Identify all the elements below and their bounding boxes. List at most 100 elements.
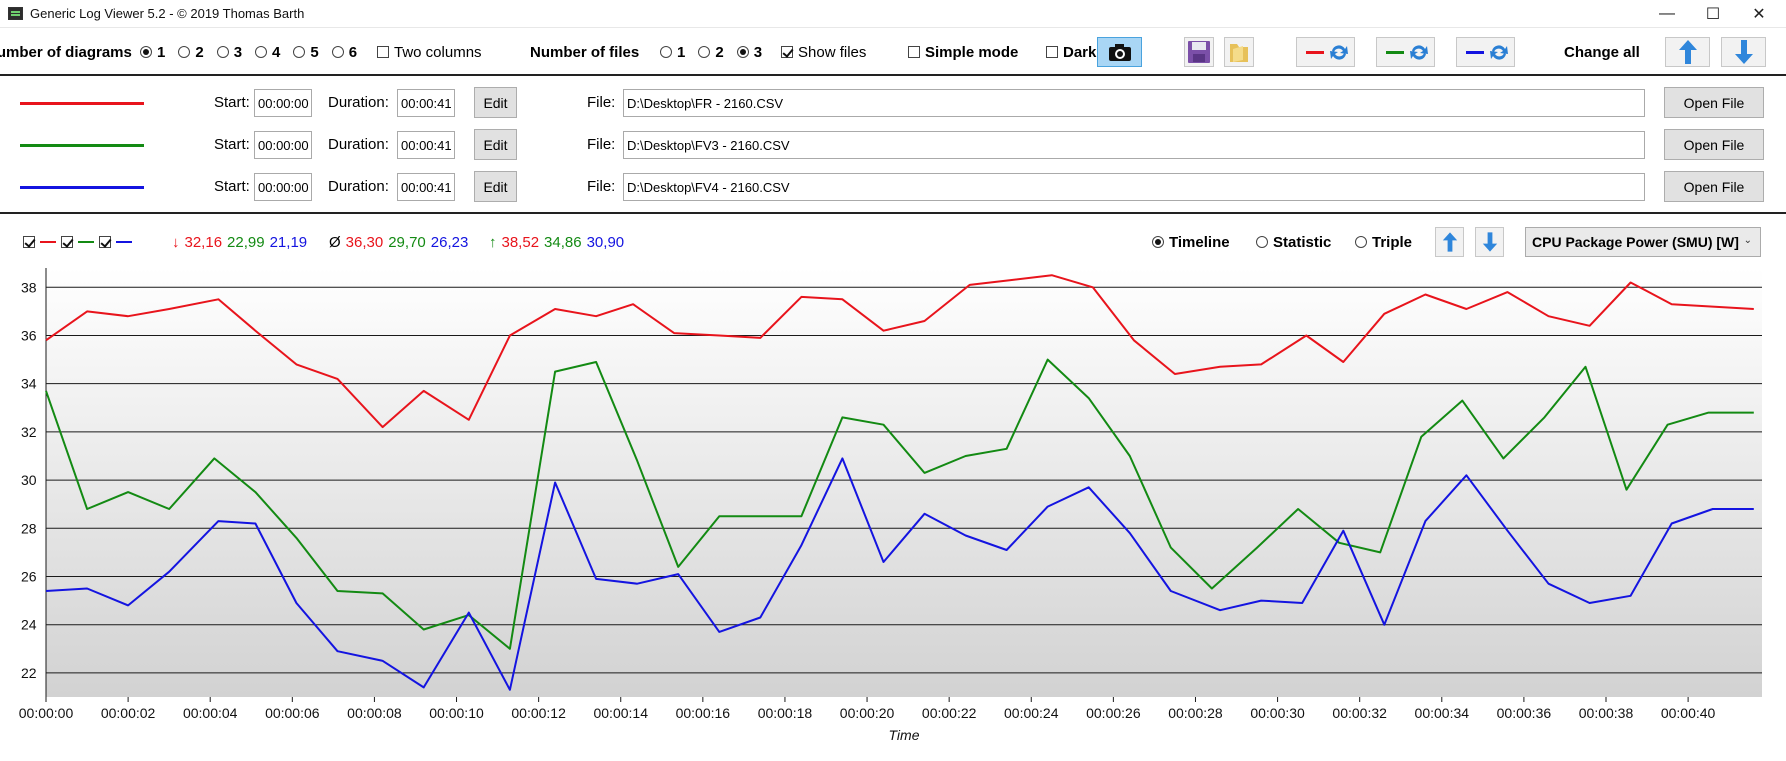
series-1-legend-line [40, 241, 56, 243]
duration-input[interactable]: 00:00:41 [397, 173, 455, 201]
radio-icon [178, 46, 191, 58]
file-path-input[interactable]: D:\Desktop\FV4 - 2160.CSV [623, 173, 1645, 201]
metric-down-button[interactable] [1475, 227, 1504, 257]
start-label: Start: [214, 178, 250, 195]
maximize-button[interactable]: ☐ [1705, 6, 1721, 23]
radio-icon [255, 46, 268, 58]
avg-value-2: 29,70 [388, 233, 426, 251]
diagram-option-3[interactable]: 3 [216, 44, 242, 61]
max-value-3: 30,90 [586, 233, 625, 251]
start-label: Start: [214, 136, 250, 153]
change-all-down-button[interactable] [1721, 37, 1766, 67]
file-row-2: Start: 00:00:00 Duration: 00:00:41 Edit … [0, 124, 1786, 166]
diagram-option-2[interactable]: 2 [178, 44, 204, 61]
screenshot-button[interactable] [1097, 37, 1142, 67]
x-tick-label: 00:00:30 [1250, 705, 1305, 721]
open-folder-button[interactable] [1224, 37, 1254, 67]
y-tick-label: 32 [21, 424, 37, 440]
arrow-down-icon [1482, 232, 1497, 252]
start-label: Start: [214, 94, 250, 111]
series-2-checkbox[interactable] [61, 236, 73, 248]
diagram-option-1[interactable]: 1 [140, 44, 165, 61]
change-all-up-button[interactable] [1665, 37, 1710, 67]
save-button[interactable] [1184, 37, 1214, 67]
timeline-chart[interactable]: 22 24 26 28 30 32 34 36 38 00:00:00 00:00:02 00:00… [0, 268, 1786, 761]
start-input[interactable]: 00:00:00 [254, 89, 312, 117]
file-path-input[interactable]: D:\Desktop\FR - 2160.CSV [623, 89, 1645, 117]
series-color-swatch [20, 186, 144, 189]
arrow-up-icon [1442, 232, 1457, 252]
series-color-swatch [20, 144, 144, 147]
x-tick-label: 00:00:36 [1497, 705, 1552, 721]
min-arrow-icon: ↓ [172, 233, 180, 251]
diagram-option-4[interactable]: 4 [255, 44, 280, 61]
y-tick-label: 34 [21, 376, 37, 392]
open-file-button[interactable]: Open File [1664, 87, 1764, 118]
minimize-button[interactable]: — [1659, 5, 1675, 22]
toolbar: Number of diagrams 1 2 3 4 5 6 Two colum… [0, 28, 1786, 76]
floppy-disk-icon [1188, 41, 1210, 63]
series-color-swatch [20, 102, 144, 105]
y-tick-label: 28 [21, 520, 37, 536]
x-tick-label: 00:00:02 [101, 705, 156, 721]
simple-mode-checkbox[interactable]: Simple mode [908, 28, 1018, 76]
x-tick-label: 00:00:16 [676, 705, 731, 721]
edit-button[interactable]: Edit [474, 87, 517, 118]
file-option-2[interactable]: 2 [698, 44, 724, 61]
file-label: File: [587, 178, 616, 195]
show-files-checkbox[interactable]: Show files [781, 28, 866, 76]
file-option-3[interactable]: 3 [736, 44, 762, 61]
radio-icon [293, 46, 306, 58]
x-tick-label: 00:00:34 [1415, 705, 1470, 721]
file-option-1[interactable]: 1 [660, 44, 685, 61]
dark-checkbox[interactable]: Dark [1046, 28, 1098, 76]
avg-value-3: 26,23 [430, 233, 469, 251]
start-input[interactable]: 00:00:00 [254, 173, 312, 201]
diagram-option-6[interactable]: 6 [331, 44, 357, 61]
file-path-input[interactable]: D:\Desktop\FV3 - 2160.CSV [623, 131, 1645, 159]
duration-input[interactable]: 00:00:41 [397, 89, 455, 117]
y-tick-label: 24 [21, 617, 37, 633]
duration-input[interactable]: 00:00:41 [397, 131, 455, 159]
edit-button[interactable]: Edit [474, 129, 517, 160]
open-file-button[interactable]: Open File [1664, 171, 1764, 202]
view-statistic-radio[interactable]: Statistic [1256, 216, 1336, 268]
series-3-legend-line [116, 241, 132, 243]
two-columns-checkbox[interactable]: Two columns [377, 28, 482, 76]
cycle-red-button[interactable] [1296, 37, 1355, 67]
start-input[interactable]: 00:00:00 [254, 131, 312, 159]
avg-stats: Ø 36,30 29,70 26,23 [329, 216, 473, 268]
view-timeline-radio[interactable]: Timeline [1152, 216, 1235, 268]
open-file-button[interactable]: Open File [1664, 129, 1764, 160]
x-tick-label: 00:00:22 [922, 705, 977, 721]
x-tick-label: 00:00:10 [429, 705, 484, 721]
files-panel: Start: 00:00:00 Duration: 00:00:41 Edit … [0, 78, 1786, 214]
duration-label: Duration: [328, 136, 389, 153]
diagram-option-5[interactable]: 5 [293, 44, 319, 61]
metric-up-button[interactable] [1435, 227, 1464, 257]
stats-bar: ↓ 32,16 22,99 21,19 Ø 36,30 29,70 26,23 … [0, 216, 1786, 268]
series-1-checkbox[interactable] [23, 236, 35, 248]
min-value-3: 21,19 [269, 233, 308, 251]
folder-icon [1230, 44, 1248, 62]
min-stats: ↓ 32,16 22,99 21,19 [172, 216, 312, 268]
close-button[interactable]: ✕ [1752, 6, 1766, 23]
max-arrow-icon: ↑ [489, 233, 497, 251]
cycle-green-button[interactable] [1376, 37, 1435, 67]
x-tick-label: 00:00:04 [183, 705, 238, 721]
max-stats: ↑ 38,52 34,86 30,90 [489, 216, 629, 268]
x-axis-title: Time [889, 727, 920, 743]
edit-button[interactable]: Edit [474, 171, 517, 202]
cycle-blue-button[interactable] [1456, 37, 1515, 67]
metric-dropdown[interactable]: CPU Package Power (SMU) [W] ⌄ [1525, 227, 1761, 257]
checkbox-icon [377, 46, 389, 58]
x-tick-label: 00:00:24 [1004, 705, 1059, 721]
view-triple-radio[interactable]: Triple [1355, 216, 1417, 268]
series-3-checkbox[interactable] [99, 236, 111, 248]
file-label: File: [587, 94, 616, 111]
files-label: Number of files [530, 43, 640, 61]
x-tick-label: 00:00:38 [1579, 705, 1634, 721]
x-tick-label: 00:00:28 [1168, 705, 1223, 721]
file-row-3: Start: 00:00:00 Duration: 00:00:41 Edit … [0, 166, 1786, 208]
radio-icon [736, 46, 749, 58]
